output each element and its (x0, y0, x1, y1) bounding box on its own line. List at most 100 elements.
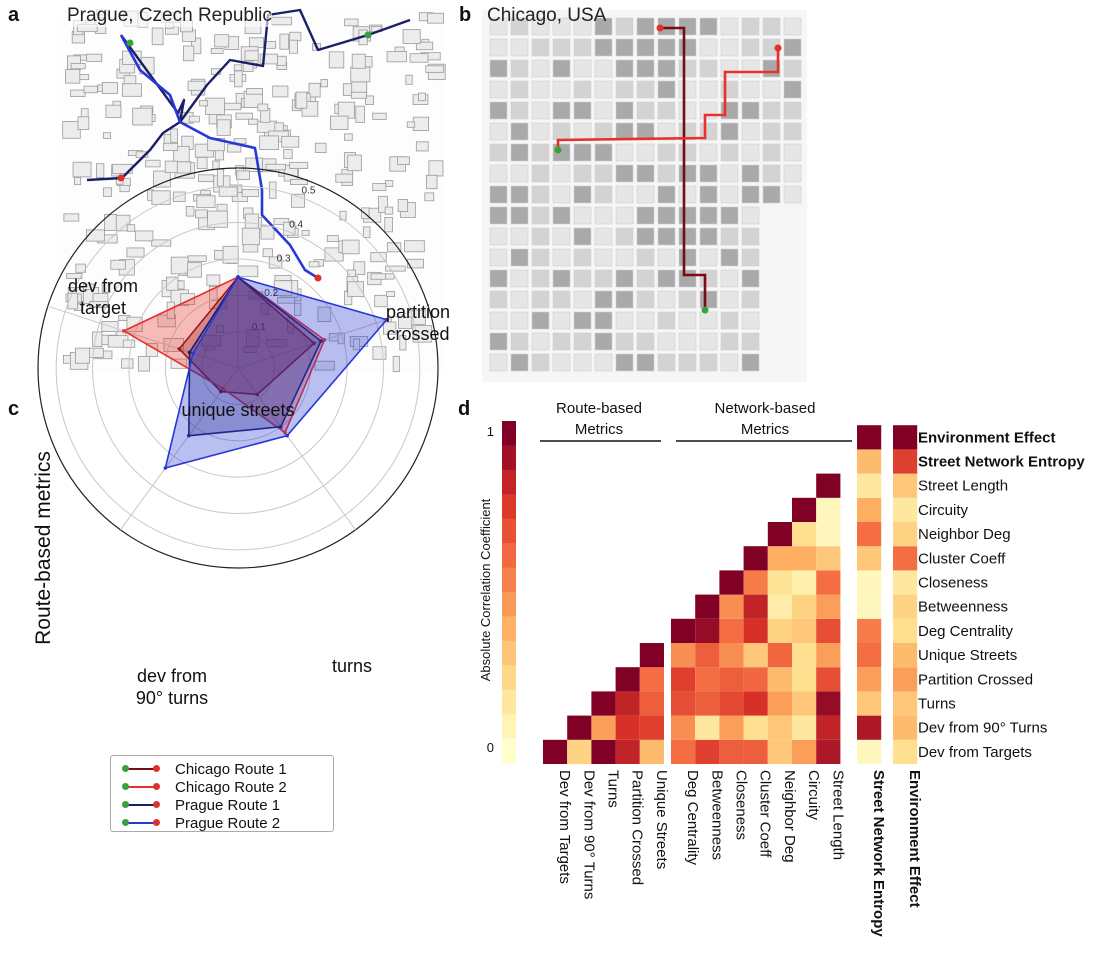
city-block (407, 309, 426, 325)
city-block (63, 213, 80, 222)
city-block (720, 80, 739, 99)
row-label: Environment Effect (918, 429, 1056, 446)
city-block (415, 41, 434, 51)
city-block (183, 45, 195, 62)
city-block (510, 38, 529, 57)
heatmap-cell (615, 715, 640, 740)
city-block (349, 336, 369, 347)
city-block (188, 115, 200, 123)
city-block (119, 180, 130, 193)
city-block (65, 69, 81, 84)
city-block (279, 33, 289, 50)
heatmap-cell (743, 715, 768, 740)
city-block (552, 38, 571, 57)
city-block (615, 122, 634, 141)
city-block (573, 290, 592, 309)
city-block (268, 256, 283, 269)
city-block (350, 91, 367, 99)
colorbar-step (502, 640, 516, 666)
row-label: Street Length (918, 478, 1008, 495)
radar-tick-label: 0.4 (289, 220, 303, 231)
city-block (720, 122, 739, 141)
city-block (97, 84, 107, 92)
entropy-column-cell (857, 425, 882, 450)
city-block (699, 185, 718, 204)
city-block (741, 38, 760, 57)
city-block (510, 248, 529, 267)
heatmap-cell (767, 618, 792, 643)
city-block (101, 282, 111, 293)
end-marker (774, 44, 782, 52)
environment-column-cell (893, 667, 918, 692)
city-block (231, 191, 249, 203)
city-block (198, 213, 216, 231)
city-block (783, 185, 802, 204)
city-block (573, 185, 592, 204)
city-block (531, 290, 550, 309)
colorbar-step (502, 665, 516, 691)
city-block (259, 135, 279, 150)
radar-point (236, 275, 240, 279)
city-block (105, 104, 122, 119)
city-block (337, 101, 356, 119)
city-block (289, 39, 299, 54)
city-block (594, 206, 613, 225)
heatmap-cell (816, 739, 841, 764)
city-block (636, 290, 655, 309)
city-block (594, 269, 613, 288)
city-block (283, 149, 293, 160)
environment-column-cell (893, 618, 918, 643)
city-block (720, 101, 739, 120)
city-block (268, 130, 289, 143)
city-block (170, 289, 189, 307)
radar-axis-label: 90° turns (136, 688, 208, 708)
city-block (326, 235, 339, 242)
city-block (359, 56, 373, 68)
city-block (489, 122, 508, 141)
city-block (289, 31, 302, 42)
environment-column-cell (893, 570, 918, 595)
city-block (191, 78, 206, 96)
city-block (741, 353, 760, 372)
city-block (367, 271, 382, 286)
city-block (385, 265, 406, 272)
city-block (400, 202, 416, 218)
entropy-column-cell (857, 473, 882, 498)
city-block (187, 262, 202, 278)
heatmap-cell (767, 643, 792, 668)
city-block (678, 227, 697, 246)
row-label: Street Network Entropy (918, 454, 1085, 471)
city-block (489, 290, 508, 309)
city-block (594, 143, 613, 162)
city-block (112, 163, 133, 174)
city-block (510, 227, 529, 246)
city-block (489, 185, 508, 204)
radar-point (236, 275, 240, 279)
city-block (352, 26, 372, 42)
colorbar-step (502, 738, 516, 764)
radar-axis-label: partition (386, 302, 450, 322)
city-block (243, 90, 263, 108)
radar-point (163, 466, 168, 470)
city-block (170, 128, 178, 143)
city-block (72, 295, 82, 305)
colorbar-label: Absolute Correlation Coefficient (478, 498, 493, 681)
city-block (379, 273, 395, 280)
city-block (209, 298, 228, 310)
city-block (657, 332, 676, 351)
city-block (295, 91, 308, 109)
city-block (145, 343, 159, 357)
colorbar-step (502, 616, 516, 642)
heatmap-cell (767, 715, 792, 740)
heatmap-cell (792, 594, 817, 619)
city-block (374, 294, 388, 308)
city-block (341, 239, 360, 255)
city-block (187, 80, 206, 91)
city-block (489, 248, 508, 267)
city-block (118, 315, 131, 322)
heatmap-cell (639, 715, 664, 740)
city-block (378, 195, 388, 213)
city-block (741, 59, 760, 78)
city-block (67, 55, 81, 71)
city-block (241, 188, 260, 198)
